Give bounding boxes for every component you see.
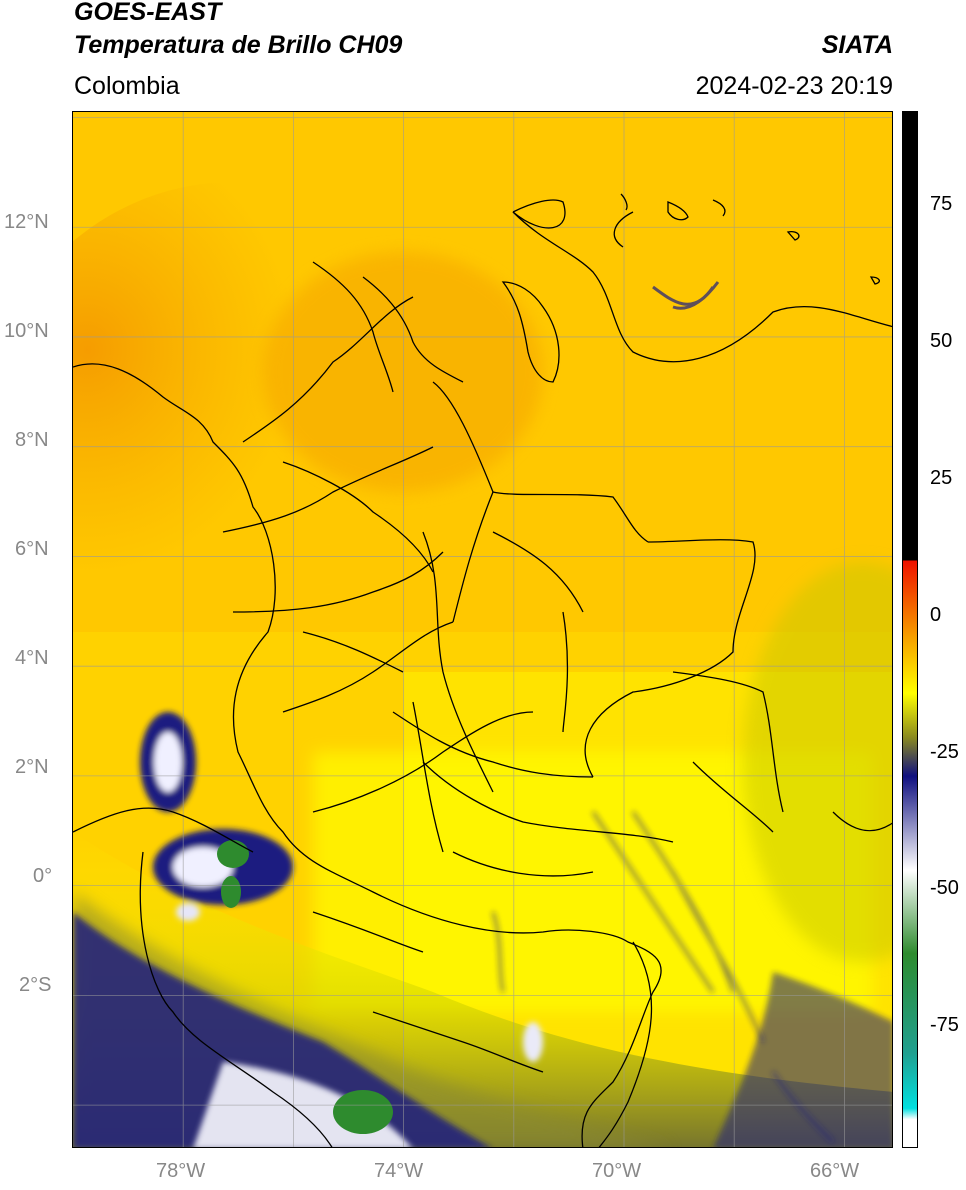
lat-tick-2n: 2°N	[15, 756, 49, 778]
gridlines	[73, 112, 892, 1147]
temperature-colorbar	[902, 111, 918, 1148]
product-title: Temperatura de Brillo CH09	[74, 31, 403, 59]
colorbar-tick-75: 75	[930, 193, 953, 215]
lat-tick-8n: 8°N	[15, 429, 49, 451]
colorbar-tick-minus25: -25	[930, 741, 959, 763]
lat-tick-4n: 4°N	[15, 647, 49, 669]
lat-tick-6n: 6°N	[15, 538, 49, 560]
timestamp-label: 2024-02-23 20:19	[695, 72, 893, 100]
colorbar-tick-minus50: -50	[930, 877, 959, 899]
region-label: Colombia	[74, 72, 180, 100]
lon-tick-78w: 78°W	[156, 1160, 206, 1182]
boundary-lines	[73, 199, 892, 1147]
lon-tick-70w: 70°W	[592, 1160, 642, 1182]
lat-tick-10n: 10°N	[4, 320, 49, 342]
lat-tick-2s: 2°S	[19, 974, 52, 996]
colorbar-tick-0: 0	[930, 604, 942, 626]
colorbar-tick-minus75: -75	[930, 1014, 959, 1036]
brightness-temperature-image	[73, 112, 892, 1147]
island-outlines	[620, 193, 881, 285]
lon-tick-66w: 66°W	[810, 1160, 860, 1182]
colorbar-tick-50: 50	[930, 330, 953, 352]
colorbar-tick-25: 25	[930, 467, 953, 489]
satellite-map	[72, 111, 893, 1148]
lat-tick-0: 0°	[33, 865, 53, 887]
satellite-title: GOES-EAST	[74, 0, 222, 26]
lon-tick-74w: 74°W	[374, 1160, 424, 1182]
lat-tick-12n: 12°N	[4, 211, 49, 233]
organization-label: SIATA	[821, 31, 893, 59]
